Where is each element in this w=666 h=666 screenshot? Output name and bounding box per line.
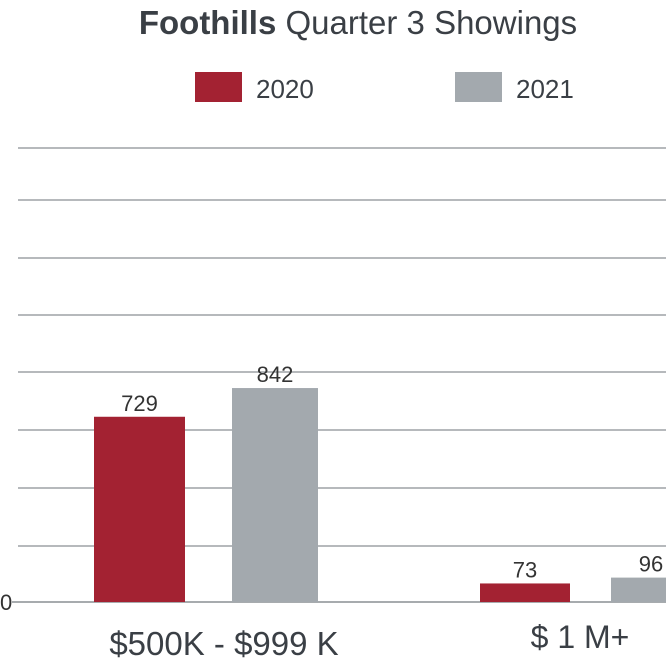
legend-swatch-2021 xyxy=(455,72,502,102)
legend-label-2020: 2020 xyxy=(256,74,314,104)
chart-title-bold: Foothills xyxy=(139,4,276,41)
data-label-2020-0: 729 xyxy=(121,391,158,416)
data-label-2020-1: 73 xyxy=(513,557,537,582)
bar-2020-0 xyxy=(94,416,185,602)
data-label-2021-1: 96 xyxy=(639,552,663,577)
legend-label-2021: 2021 xyxy=(516,74,574,104)
chart-title-rest: Quarter 3 Showings xyxy=(286,4,578,41)
data-label-2021-0: 842 xyxy=(257,362,294,387)
legend: 2020 2021 xyxy=(195,72,574,104)
chart-title-space xyxy=(276,4,285,41)
bars xyxy=(94,388,666,602)
data-labels: 729 842 73 96 xyxy=(121,362,663,582)
legend-swatch-2020 xyxy=(195,72,242,102)
bar-2021-0 xyxy=(232,388,318,602)
bar-2021-1 xyxy=(611,577,666,602)
y-tick-label-0: 0 xyxy=(0,590,12,615)
bar-2020-1 xyxy=(480,583,570,602)
category-label-0: $500K - $999 K xyxy=(109,625,338,662)
category-label-1: $ 1 M+ xyxy=(531,619,630,655)
chart-title: Foothills Quarter 3 Showings xyxy=(139,4,577,41)
